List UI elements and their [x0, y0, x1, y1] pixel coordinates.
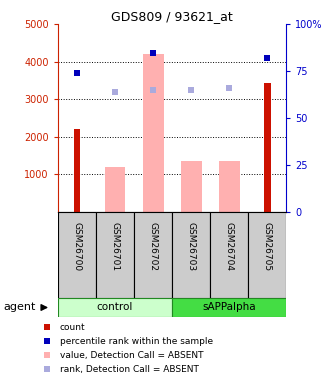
Bar — [143, 54, 164, 212]
Text: GSM26704: GSM26704 — [225, 222, 234, 271]
Text: GSM26701: GSM26701 — [111, 222, 119, 272]
Title: GDS809 / 93621_at: GDS809 / 93621_at — [111, 10, 233, 23]
Text: percentile rank within the sample: percentile rank within the sample — [60, 337, 213, 346]
Text: rank, Detection Call = ABSENT: rank, Detection Call = ABSENT — [60, 364, 199, 374]
Text: GSM26703: GSM26703 — [187, 222, 196, 272]
Bar — [58, 298, 172, 317]
FancyBboxPatch shape — [248, 212, 286, 298]
FancyBboxPatch shape — [58, 212, 96, 298]
Bar — [172, 298, 286, 317]
Bar — [73, 129, 80, 212]
Text: agent: agent — [3, 303, 36, 312]
Bar — [219, 161, 240, 212]
Text: GSM26700: GSM26700 — [72, 222, 81, 272]
Text: control: control — [97, 303, 133, 312]
Text: count: count — [60, 323, 85, 332]
Bar — [105, 167, 125, 212]
Bar — [264, 82, 271, 212]
Text: value, Detection Call = ABSENT: value, Detection Call = ABSENT — [60, 351, 203, 360]
FancyBboxPatch shape — [96, 212, 134, 298]
FancyBboxPatch shape — [172, 212, 210, 298]
Text: sAPPalpha: sAPPalpha — [202, 303, 256, 312]
FancyBboxPatch shape — [134, 212, 172, 298]
Text: GSM26702: GSM26702 — [149, 222, 158, 271]
FancyBboxPatch shape — [210, 212, 248, 298]
Bar — [181, 161, 202, 212]
Text: GSM26705: GSM26705 — [263, 222, 272, 272]
